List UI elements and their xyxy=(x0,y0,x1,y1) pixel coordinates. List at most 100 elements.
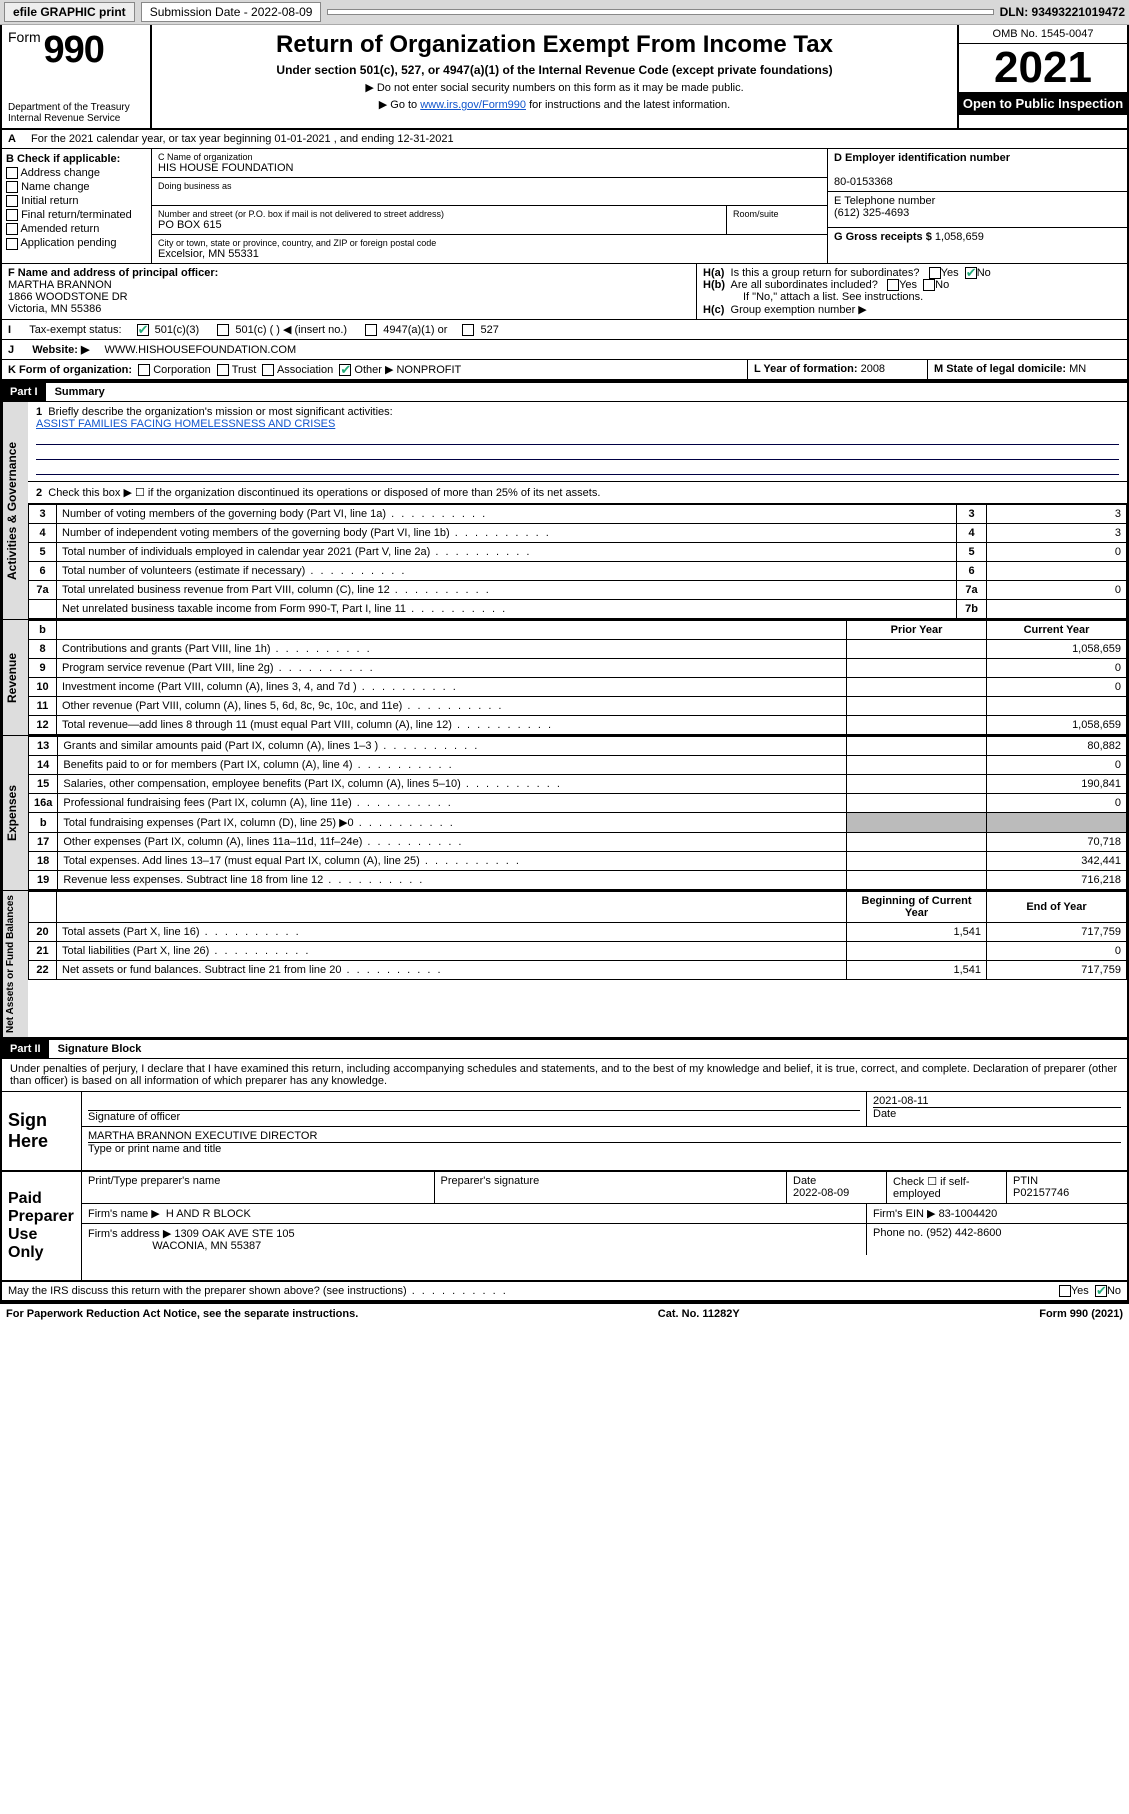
vlabel-expenses: Expenses xyxy=(2,736,28,890)
section-netassets: Net Assets or Fund Balances Beginning of… xyxy=(2,891,1127,1038)
efile-toolbar: efile GRAPHIC print Submission Date - 20… xyxy=(0,0,1129,25)
mission-text[interactable]: ASSIST FAMILIES FACING HOMELESSNESS AND … xyxy=(36,418,335,430)
part2-header: Part II Signature Block xyxy=(2,1038,1127,1059)
hb-no[interactable] xyxy=(923,279,935,291)
table-row: 17Other expenses (Part IX, column (A), l… xyxy=(29,833,1127,852)
form-note-link: ▶ Go to www.irs.gov/Form990 for instruct… xyxy=(162,98,947,111)
section-governance: Activities & Governance 1 Briefly descri… xyxy=(2,402,1127,620)
table-row: 19Revenue less expenses. Subtract line 1… xyxy=(29,871,1127,890)
b-label: B Check if applicable: xyxy=(6,153,120,165)
chk-application-pending[interactable]: Application pending xyxy=(6,237,147,249)
hb-yes[interactable] xyxy=(887,279,899,291)
ein-value: 80-0153368 xyxy=(834,176,893,188)
chk-name-change[interactable]: Name change xyxy=(6,181,147,193)
self-employed-label: Check ☐ if self-employed xyxy=(893,1176,970,1200)
k-assoc[interactable] xyxy=(262,364,274,376)
header-right: OMB No. 1545-0047 2021 Open to Public In… xyxy=(957,25,1127,128)
prior-year-hdr: Prior Year xyxy=(847,621,987,640)
form-header: Form 990 Department of the Treasury Inte… xyxy=(2,25,1127,130)
c-dba-label: Doing business as xyxy=(158,181,821,191)
line-a-text: For the 2021 calendar year, or tax year … xyxy=(31,133,454,145)
table-row: 9Program service revenue (Part VIII, lin… xyxy=(29,659,1127,678)
table-row: 7aTotal unrelated business revenue from … xyxy=(29,581,1127,600)
may-yes[interactable] xyxy=(1059,1285,1071,1297)
officer-addr2: Victoria, MN 55386 xyxy=(8,303,101,315)
org-city: Excelsior, MN 55331 xyxy=(158,248,821,260)
may-discuss-text: May the IRS discuss this return with the… xyxy=(8,1285,508,1297)
may-no[interactable] xyxy=(1095,1285,1107,1297)
section-b: B Check if applicable: Address change Na… xyxy=(2,149,152,263)
dept-treasury: Department of the Treasury xyxy=(8,102,144,113)
table-row: 5Total number of individuals employed in… xyxy=(29,543,1127,562)
governance-table: 3Number of voting members of the governi… xyxy=(28,504,1127,619)
i-4947[interactable] xyxy=(365,324,377,336)
chk-address-change[interactable]: Address change xyxy=(6,167,147,179)
c-city-label: City or town, state or province, country… xyxy=(158,238,821,248)
table-row: 22Net assets or fund balances. Subtract … xyxy=(29,961,1127,980)
table-row: Net unrelated business taxable income fr… xyxy=(29,600,1127,619)
chk-final-return[interactable]: Final return/terminated xyxy=(6,209,147,221)
k-corp[interactable] xyxy=(138,364,150,376)
line-j: J Website: ▶ WWW.HISHOUSEFOUNDATION.COM xyxy=(2,340,1127,360)
gross-receipts: 1,058,659 xyxy=(935,231,984,243)
irs-link[interactable]: www.irs.gov/Form990 xyxy=(420,99,526,111)
k-other[interactable] xyxy=(339,364,351,376)
open-inspection: Open to Public Inspection xyxy=(959,92,1127,115)
netassets-table: Beginning of Current Year End of Year 20… xyxy=(28,891,1127,980)
firm-ein: 83-1004420 xyxy=(939,1208,998,1220)
year-formation: 2008 xyxy=(861,363,885,375)
ha-no[interactable] xyxy=(965,267,977,279)
vlabel-revenue: Revenue xyxy=(2,620,28,735)
org-name: HIS HOUSE FOUNDATION xyxy=(158,162,821,174)
hc-text: Group exemption number ▶ xyxy=(731,304,867,316)
ha-yes[interactable] xyxy=(929,267,941,279)
l-label: L Year of formation: xyxy=(754,363,858,375)
efile-print-button[interactable]: efile GRAPHIC print xyxy=(4,2,135,22)
i-527[interactable] xyxy=(462,324,474,336)
chk-amended-return[interactable]: Amended return xyxy=(6,223,147,235)
section-expenses: Expenses 13Grants and similar amounts pa… xyxy=(2,736,1127,891)
i-501c[interactable] xyxy=(217,324,229,336)
form-note-ssn: ▶ Do not enter social security numbers o… xyxy=(162,81,947,94)
form-title: Return of Organization Exempt From Incom… xyxy=(162,31,947,59)
k-trust[interactable] xyxy=(217,364,229,376)
website-value: WWW.HISHOUSEFOUNDATION.COM xyxy=(104,344,296,356)
firm-phone-label: Phone no. xyxy=(873,1227,923,1239)
table-row: 20Total assets (Part X, line 16)1,541717… xyxy=(29,923,1127,942)
officer-printed-name: MARTHA BRANNON EXECUTIVE DIRECTOR xyxy=(88,1130,317,1142)
q1-text: Briefly describe the organization's miss… xyxy=(48,406,392,418)
rev-hdr-blank: b xyxy=(29,621,57,640)
page-footer: For Paperwork Reduction Act Notice, see … xyxy=(0,1304,1129,1324)
prep-date-label: Date xyxy=(793,1175,816,1187)
boy-hdr: Beginning of Current Year xyxy=(847,892,987,923)
pra-notice: For Paperwork Reduction Act Notice, see … xyxy=(6,1308,358,1320)
line-i: I Tax-exempt status: 501(c)(3) 501(c) ( … xyxy=(2,320,1127,340)
section-c: C Name of organization HIS HOUSE FOUNDAT… xyxy=(152,149,827,263)
table-row: 16aProfessional fundraising fees (Part I… xyxy=(29,794,1127,813)
q2-text: Check this box ▶ ☐ if the organization d… xyxy=(48,487,600,499)
form-page: Form 990 Department of the Treasury Inte… xyxy=(0,25,1129,1304)
k-other-value: NONPROFIT xyxy=(396,364,461,376)
officer-name: MARTHA BRANNON xyxy=(8,279,112,291)
paid-preparer-block: Paid Preparer Use Only Print/Type prepar… xyxy=(2,1172,1127,1282)
rev-hdr-desc xyxy=(57,621,847,640)
table-row: 18Total expenses. Add lines 13–17 (must … xyxy=(29,852,1127,871)
officer-name-label: Type or print name and title xyxy=(88,1143,221,1155)
note2-pre: ▶ Go to xyxy=(379,99,420,111)
line-a: A For the 2021 calendar year, or tax yea… xyxy=(2,130,1127,149)
firm-name-label: Firm's name ▶ xyxy=(88,1208,160,1220)
table-row: 8Contributions and grants (Part VIII, li… xyxy=(29,640,1127,659)
note2-post: for instructions and the latest informat… xyxy=(529,99,730,111)
eoy-hdr: End of Year xyxy=(987,892,1127,923)
e-label: E Telephone number xyxy=(834,195,935,207)
form-subtitle: Under section 501(c), 527, or 4947(a)(1)… xyxy=(162,63,947,77)
firm-addr-label: Firm's address ▶ xyxy=(88,1228,171,1240)
vlabel-governance: Activities & Governance xyxy=(2,402,28,619)
firm-addr1: 1309 OAK AVE STE 105 xyxy=(174,1228,294,1240)
i-501c3[interactable] xyxy=(137,324,149,336)
form-number: 990 xyxy=(43,29,103,71)
org-address: PO BOX 615 xyxy=(158,219,720,231)
section-deg: D Employer identification number 80-0153… xyxy=(827,149,1127,263)
sig-officer-label: Signature of officer xyxy=(88,1111,180,1123)
chk-initial-return[interactable]: Initial return xyxy=(6,195,147,207)
